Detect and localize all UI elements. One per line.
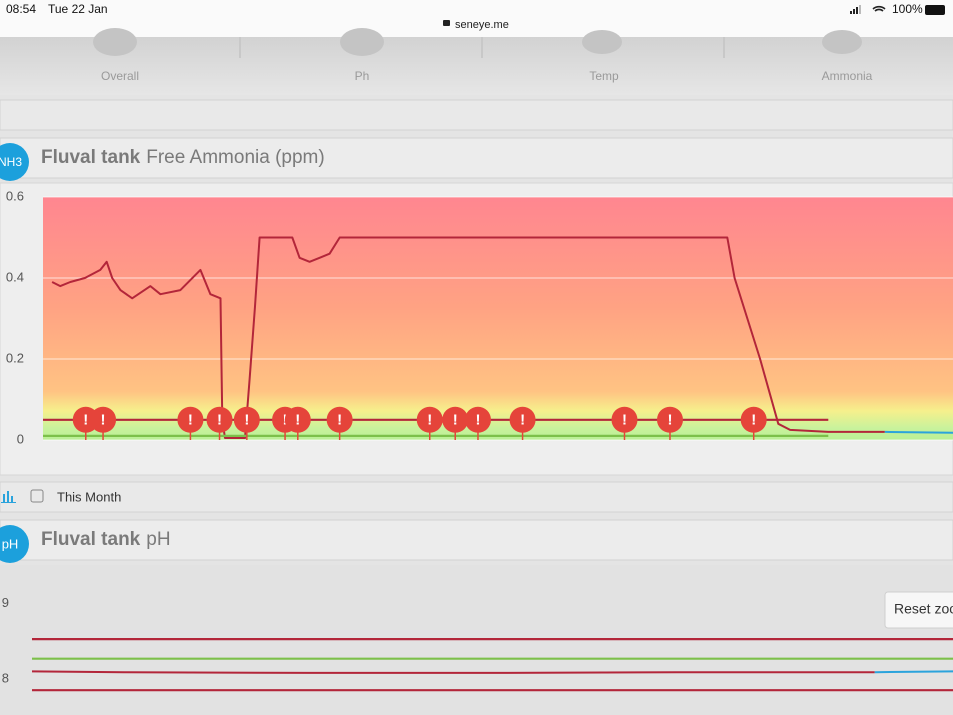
alert-marker — [326, 406, 353, 433]
plot-background — [43, 197, 953, 440]
alert-label: ! — [622, 412, 627, 429]
battery-level: 100% — [892, 2, 923, 16]
tab[interactable]: Temp — [589, 69, 619, 83]
line-series — [884, 430, 953, 434]
alert-marker — [442, 406, 469, 433]
tab[interactable]: Ammonia — [822, 69, 873, 83]
ammonia-chart: 0.60.40.20!!!!!!!!!!!!!!! — [6, 188, 953, 446]
alert-label: ! — [667, 412, 672, 429]
spacer-bar — [0, 99, 953, 131]
alert-marker — [416, 406, 443, 433]
y-tick-label: 0.4 — [6, 269, 24, 284]
panel-icon-label: NH3 — [0, 155, 22, 169]
panel-header — [0, 137, 953, 179]
period-bar — [0, 481, 953, 513]
y-tick-label: 9 — [2, 595, 9, 610]
line-series — [874, 670, 953, 674]
y-tick-label: 0 — [17, 431, 24, 446]
chart-title: pH — [146, 529, 170, 550]
tank-name: Fluval tank — [41, 529, 141, 550]
tab-bar — [0, 37, 953, 95]
alert-marker — [611, 406, 638, 433]
alert-label: ! — [453, 412, 458, 429]
tab-separators — [239, 37, 725, 58]
status-bar — [0, 0, 953, 37]
status-time: 08:54 — [6, 2, 36, 16]
alert-label: ! — [83, 412, 88, 429]
line-series — [31, 670, 875, 674]
alert-label: ! — [244, 412, 249, 429]
alert-label: ! — [520, 412, 525, 429]
alert-label: ! — [188, 412, 193, 429]
alert-label: ! — [217, 412, 222, 429]
tab[interactable]: Ph — [355, 69, 370, 83]
panel-icon — [0, 525, 29, 563]
chart-title: Free Ammonia (ppm) — [146, 147, 324, 168]
signal-icon — [850, 5, 861, 14]
ph-chart: 98 — [2, 595, 953, 692]
alert-marker — [177, 406, 204, 433]
tank-name: Fluval tank — [41, 147, 141, 168]
panel-icon-label: pH — [2, 536, 19, 551]
y-tick-label: 8 — [2, 670, 9, 685]
panel-icon — [0, 143, 29, 181]
chart-type-icon[interactable] — [1, 491, 16, 503]
panel-title: Fluval tank Free Ammonia (ppm) — [41, 147, 325, 168]
alert-marker — [284, 406, 311, 433]
alert-label: ! — [475, 412, 480, 429]
line-series — [51, 236, 885, 439]
reset-zoom-button[interactable] — [884, 591, 953, 629]
panel-title: Fluval tank pH — [41, 529, 171, 550]
period-label[interactable]: This Month — [57, 489, 121, 504]
y-tick-label: 0.6 — [6, 188, 24, 203]
wifi-icon — [872, 5, 886, 12]
alert-marker — [509, 406, 536, 433]
lock-icon — [443, 20, 450, 26]
alert-marker — [464, 406, 491, 433]
tab-icons — [93, 28, 862, 56]
table-icon[interactable] — [30, 489, 44, 503]
panel-header — [0, 519, 953, 561]
alert-marker — [90, 406, 117, 433]
alert-marker — [233, 406, 260, 433]
status-date: Tue 22 Jan — [48, 2, 108, 16]
alert-label: ! — [751, 412, 756, 429]
reset-zoom-label[interactable]: Reset zoom — [894, 601, 953, 617]
alert-marker — [740, 406, 767, 433]
alert-marker — [656, 406, 683, 433]
alert-marker — [206, 406, 233, 433]
tab[interactable]: Overall — [101, 69, 139, 83]
battery-icon — [925, 5, 945, 15]
url: seneye.me — [455, 19, 509, 31]
y-tick-label: 0.2 — [6, 350, 24, 365]
alert-label: ! — [101, 412, 106, 429]
alert-label: ! — [337, 412, 342, 429]
alert-label: ! — [427, 412, 432, 429]
alert-label: ! — [295, 412, 300, 429]
